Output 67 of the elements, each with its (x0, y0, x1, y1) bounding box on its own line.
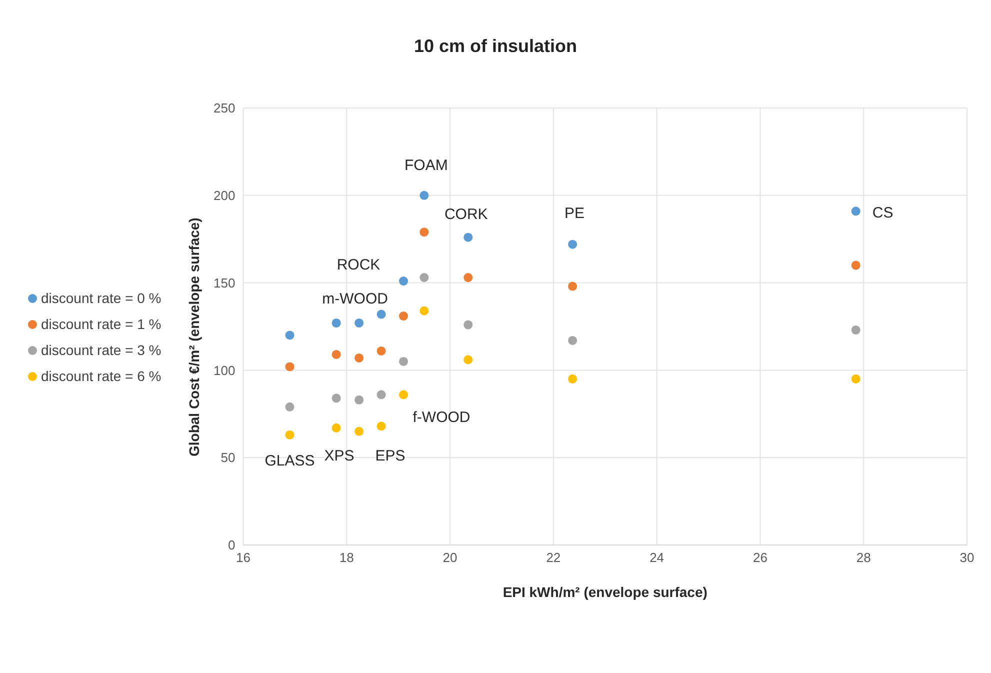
point (398, 390, 408, 400)
y-tick-label: 100 (214, 362, 236, 378)
point (332, 318, 341, 328)
x-tick-label: 22 (546, 550, 561, 566)
x-axis-title: EPI kWh/m² (envelope surface) (502, 584, 708, 600)
annotation: f-WOOD (412, 409, 470, 426)
y-tick-label: 150 (214, 275, 236, 290)
point (851, 374, 860, 384)
y-tick-label: 200 (214, 188, 236, 204)
x-tick-label: 26 (752, 550, 768, 566)
annotation: GLASS (264, 452, 315, 470)
point (285, 362, 294, 372)
point (420, 273, 429, 282)
point (851, 206, 860, 216)
legend-label: discount rate = 3 % (41, 342, 162, 358)
point (464, 320, 473, 330)
point (376, 390, 386, 400)
point (851, 325, 860, 334)
x-tick-label: 24 (650, 550, 664, 566)
point (398, 312, 408, 321)
point (851, 260, 860, 270)
point (420, 306, 429, 316)
point (464, 232, 473, 242)
annotation: EPS (375, 448, 406, 465)
point (332, 394, 341, 403)
annotation: XPS (324, 447, 354, 464)
point (285, 402, 294, 412)
point (376, 422, 386, 431)
legend-label: discount rate = 0 % (41, 290, 162, 306)
point (464, 273, 473, 282)
point (332, 423, 341, 432)
point (354, 426, 364, 436)
point (332, 350, 341, 359)
annotation: CORK (444, 206, 488, 223)
annotation: FOAM (404, 156, 448, 174)
point (376, 346, 386, 356)
annotation: ROCK (336, 256, 380, 274)
point (568, 374, 578, 384)
x-tick-label: 28 (856, 550, 871, 566)
x-tick-label: 18 (339, 550, 354, 566)
point (285, 330, 294, 340)
point (398, 356, 408, 366)
annotation: CS (872, 204, 894, 222)
legend-label: discount rate = 1 % (41, 316, 162, 332)
point (568, 240, 578, 249)
annotation: m-WOOD (322, 290, 388, 308)
point (354, 353, 364, 362)
point (420, 190, 429, 200)
point (464, 355, 473, 364)
point (398, 276, 408, 286)
point (568, 336, 578, 345)
point (285, 430, 294, 440)
x-tick-label: 20 (442, 550, 458, 566)
chart-title: 10 cm of insulation (412, 36, 578, 57)
y-axis-title: Global Cost €/m² (envelope surface) (186, 218, 202, 456)
point (354, 395, 364, 404)
legend-label: discount rate = 6 % (41, 368, 162, 384)
x-tick-label: 30 (960, 550, 974, 566)
point (420, 228, 429, 237)
annotation: PE (564, 204, 585, 222)
y-tick-label: 0 (228, 538, 236, 553)
point (568, 282, 578, 291)
y-tick-label: 250 (214, 100, 236, 116)
x-tick-label: 16 (236, 550, 250, 566)
point (376, 310, 386, 319)
y-tick-label: 50 (220, 450, 236, 466)
point (354, 318, 364, 328)
